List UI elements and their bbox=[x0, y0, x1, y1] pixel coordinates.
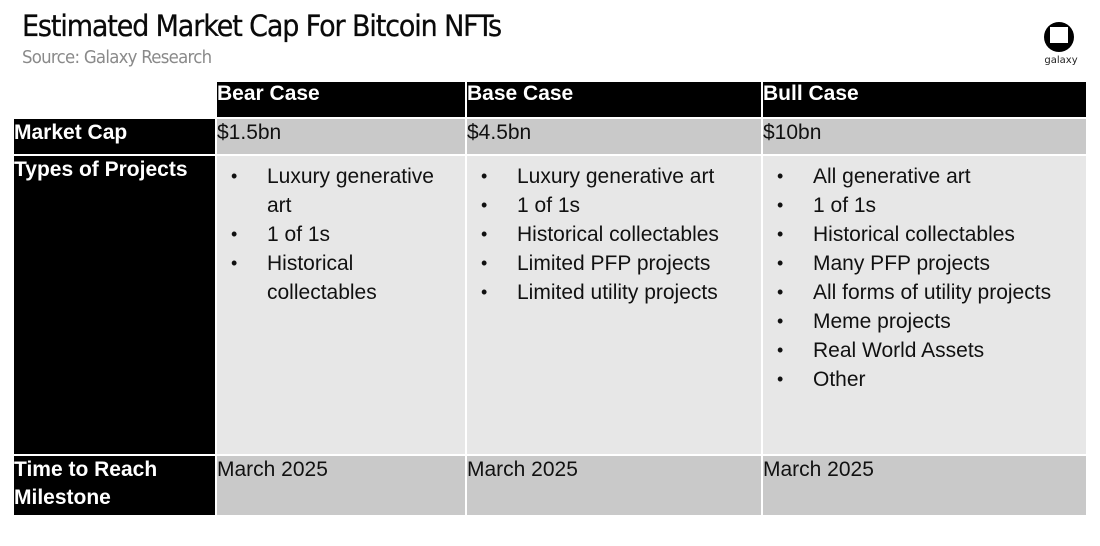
table-row-types: Types of Projects Luxury generative art … bbox=[12, 154, 1088, 456]
table-row-market-cap: Market Cap $1.5bn $4.5bn $10bn bbox=[12, 117, 1088, 156]
galaxy-logo: galaxy bbox=[1036, 22, 1086, 82]
table-header-row: Bear Case Base Case Bull Case bbox=[12, 80, 1088, 119]
list-item: All forms of utility projects bbox=[763, 278, 1086, 307]
cell-time-bull: March 2025 bbox=[761, 454, 1088, 517]
scenario-table: Bear Case Base Case Bull Case Market Cap… bbox=[12, 80, 1088, 517]
list-item: 1 of 1s bbox=[467, 191, 761, 220]
list-item: Luxury generative art bbox=[217, 162, 465, 220]
column-header-bull: Bull Case bbox=[761, 80, 1088, 119]
cell-time-base: March 2025 bbox=[465, 454, 763, 517]
list-item: 1 of 1s bbox=[763, 191, 1086, 220]
list-item: Other bbox=[763, 365, 1086, 394]
cell-types-bull: All generative art 1 of 1s Historical co… bbox=[761, 154, 1088, 456]
bullet-list: Luxury generative art 1 of 1s Historical… bbox=[217, 162, 465, 307]
source-caption: Source: Galaxy Research bbox=[22, 47, 212, 68]
column-header-base: Base Case bbox=[465, 80, 763, 119]
logo-text: galaxy bbox=[1044, 55, 1078, 66]
row-label-market-cap: Market Cap bbox=[12, 117, 217, 156]
row-label-types: Types of Projects bbox=[12, 154, 217, 456]
cell-types-base: Luxury generative art 1 of 1s Historical… bbox=[465, 154, 763, 456]
list-item: Many PFP projects bbox=[763, 249, 1086, 278]
list-item: Limited PFP projects bbox=[467, 249, 761, 278]
cell-types-bear: Luxury generative art 1 of 1s Historical… bbox=[215, 154, 467, 456]
row-label-time: Time to Reach Milestone bbox=[12, 454, 217, 517]
cell-market-cap-base: $4.5bn bbox=[465, 117, 763, 156]
column-header-bear: Bear Case bbox=[215, 80, 467, 119]
list-item: Limited utility projects bbox=[467, 278, 761, 307]
list-item: Real World Assets bbox=[763, 336, 1086, 365]
cell-market-cap-bear: $1.5bn bbox=[215, 117, 467, 156]
bullet-list: Luxury generative art 1 of 1s Historical… bbox=[467, 162, 761, 307]
list-item: Meme projects bbox=[763, 307, 1086, 336]
cell-time-bear: March 2025 bbox=[215, 454, 467, 517]
table-row-time: Time to Reach Milestone March 2025 March… bbox=[12, 454, 1088, 517]
page-title: Estimated Market Cap For Bitcoin NFTs bbox=[22, 9, 502, 43]
corner-cell bbox=[12, 80, 217, 119]
list-item: Luxury generative art bbox=[467, 162, 761, 191]
cell-market-cap-bull: $10bn bbox=[761, 117, 1088, 156]
list-item: Historical collectables bbox=[467, 220, 761, 249]
bullet-list: All generative art 1 of 1s Historical co… bbox=[763, 162, 1086, 394]
list-item: All generative art bbox=[763, 162, 1086, 191]
list-item: 1 of 1s bbox=[217, 220, 465, 249]
list-item: Historical collectables bbox=[217, 249, 465, 307]
list-item: Historical collectables bbox=[763, 220, 1086, 249]
